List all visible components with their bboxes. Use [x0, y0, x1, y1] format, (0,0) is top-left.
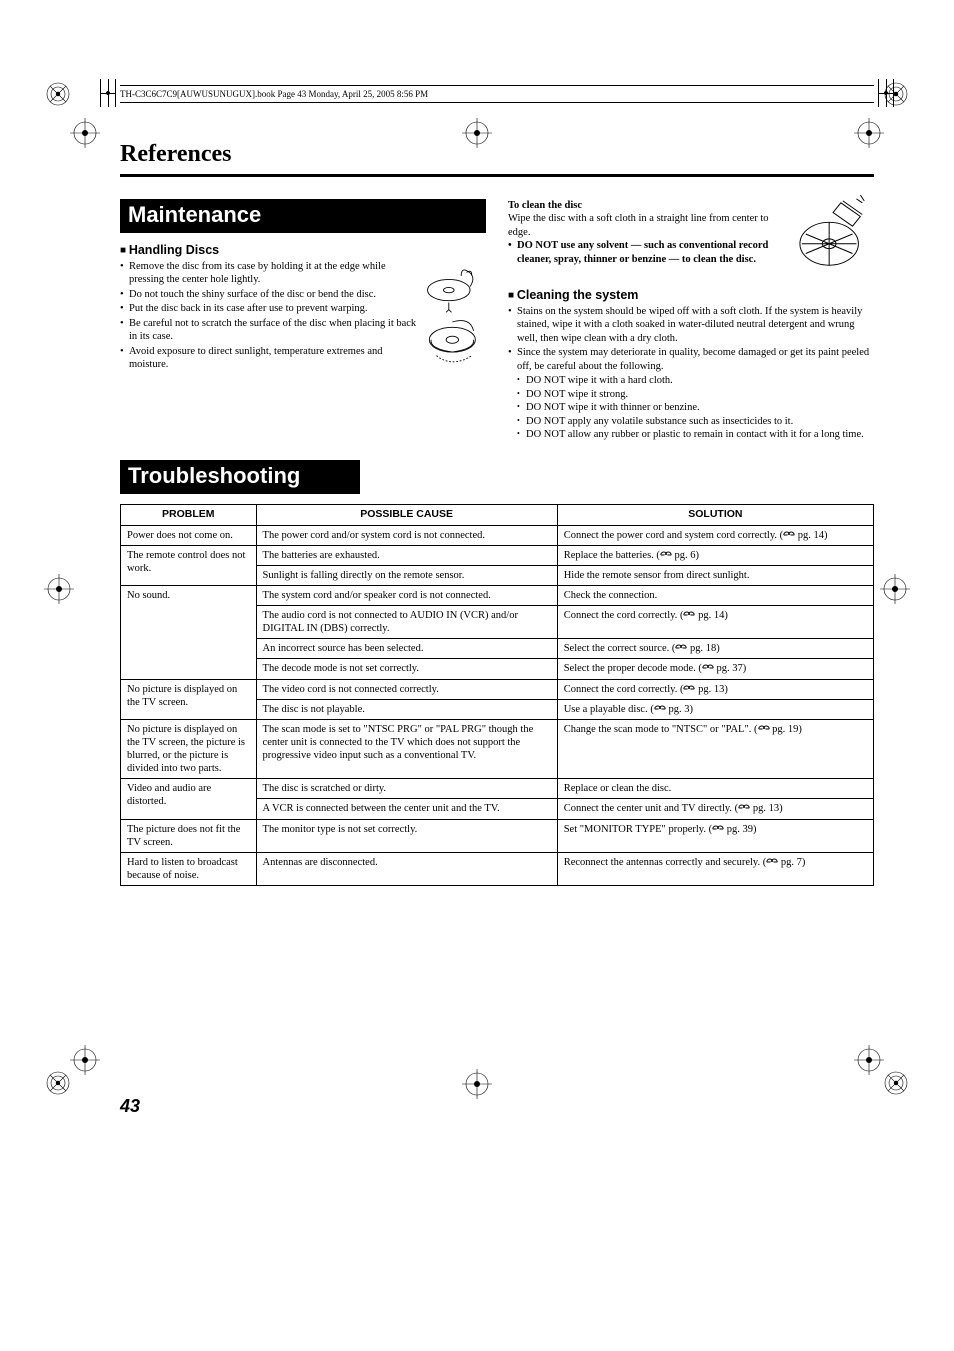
cause-cell: The batteries are exhausted.	[256, 545, 557, 565]
list-item: DO NOT apply any volatile substance such…	[517, 415, 874, 428]
table-row: No picture is displayed on the TV screen…	[121, 679, 874, 699]
list-item: Stains on the system should be wiped off…	[508, 305, 874, 345]
solution-cell: Change the scan mode to "NTSC" or "PAL".…	[557, 719, 873, 779]
col-problem-header: PROBLEM	[121, 505, 257, 525]
problem-cell: Video and audio are distorted.	[121, 779, 257, 819]
table-header-row: PROBLEM POSSIBLE CAUSE SOLUTION	[121, 505, 874, 525]
cause-cell: The scan mode is set to "NTSC PRG" or "P…	[256, 719, 557, 779]
solution-cell: Connect the center unit and TV directly.…	[557, 799, 873, 819]
list-item: Do not touch the shiny surface of the di…	[120, 288, 486, 301]
list-item: Avoid exposure to direct sunlight, tempe…	[120, 345, 486, 372]
table-row: The remote control does not work.The bat…	[121, 545, 874, 565]
solution-cell: Set "MONITOR TYPE" properly. ( pg. 39)	[557, 819, 873, 852]
problem-cell: The remote control does not work.	[121, 545, 257, 585]
problem-cell: Power does not come on.	[121, 525, 257, 545]
list-item: Put the disc back in its case after use …	[120, 302, 486, 315]
cleaning-system-list: Stains on the system should be wiped off…	[508, 305, 874, 441]
solution-cell: Use a playable disc. ( pg. 3)	[557, 699, 873, 719]
table-row: Hard to listen to broadcast because of n…	[121, 852, 874, 885]
cause-cell: The disc is not playable.	[256, 699, 557, 719]
list-item: DO NOT wipe it with a hard cloth.	[517, 374, 874, 387]
cause-cell: The disc is scratched or dirty.	[256, 779, 557, 799]
solution-cell: Connect the power cord and system cord c…	[557, 525, 873, 545]
list-item: DO NOT wipe it strong.	[517, 388, 874, 401]
solution-cell: Reconnect the antennas correctly and sec…	[557, 852, 873, 885]
problem-cell: No sound.	[121, 585, 257, 679]
cause-cell: Antennas are disconnected.	[256, 852, 557, 885]
left-column: Maintenance Handling Discs	[120, 199, 486, 442]
solution-cell: Connect the cord correctly. ( pg. 14)	[557, 606, 873, 639]
problem-cell: No picture is displayed on the TV screen…	[121, 719, 257, 779]
cause-cell: A VCR is connected between the center un…	[256, 799, 557, 819]
cause-cell: The decode mode is not set correctly.	[256, 659, 557, 679]
table-row: Power does not come on.The power cord an…	[121, 525, 874, 545]
list-item: Since the system may deteriorate in qual…	[508, 346, 874, 441]
solution-cell: Select the proper decode mode. ( pg. 37)	[557, 659, 873, 679]
table-row: Video and audio are distorted.The disc i…	[121, 779, 874, 799]
cause-cell: The audio cord is not connected to AUDIO…	[256, 606, 557, 639]
solution-cell: Hide the remote sensor from direct sunli…	[557, 565, 873, 585]
col-cause-header: POSSIBLE CAUSE	[256, 505, 557, 525]
cause-cell: The power cord and/or system cord is not…	[256, 525, 557, 545]
solution-cell: Replace the batteries. ( pg. 6)	[557, 545, 873, 565]
list-item: Be careful not to scratch the surface of…	[120, 317, 486, 344]
page-number: 43	[120, 1096, 874, 1117]
problem-cell: Hard to listen to broadcast because of n…	[121, 852, 257, 885]
cause-cell: An incorrect source has been selected.	[256, 639, 557, 659]
to-clean-disc-warn: DO NOT use any solvent — such as convent…	[508, 239, 874, 266]
list-item: DO NOT wipe it with thinner or benzine.	[517, 401, 874, 414]
troubleshooting-heading: Troubleshooting	[120, 460, 360, 494]
solution-cell: Replace or clean the disc.	[557, 779, 873, 799]
cause-cell: The video cord is not connected correctl…	[256, 679, 557, 699]
table-row: No sound.The system cord and/or speaker …	[121, 585, 874, 605]
solution-cell: Select the correct source. ( pg. 18)	[557, 639, 873, 659]
cleaning-system-subhead: Cleaning the system	[508, 288, 874, 302]
problem-cell: The picture does not fit the TV screen.	[121, 819, 257, 852]
solution-cell: Check the connection.	[557, 585, 873, 605]
references-title: References	[120, 141, 874, 177]
col-solution-header: SOLUTION	[557, 505, 873, 525]
cause-cell: Sunlight is falling directly on the remo…	[256, 565, 557, 585]
handling-discs-subhead: Handling Discs	[120, 243, 486, 257]
right-column: To clean the disc Wipe the disc with a s…	[508, 199, 874, 442]
cause-cell: The monitor type is not set correctly.	[256, 819, 557, 852]
troubleshooting-table: PROBLEM POSSIBLE CAUSE SOLUTION Power do…	[120, 504, 874, 886]
page-header-strip: TH-C3C6C7C9[AUWUSUNUGUX].book Page 43 Mo…	[120, 85, 874, 103]
table-row: The picture does not fit the TV screen.T…	[121, 819, 874, 852]
solution-cell: Connect the cord correctly. ( pg. 13)	[557, 679, 873, 699]
table-row: No picture is displayed on the TV screen…	[121, 719, 874, 779]
list-item: Remove the disc from its case by holding…	[120, 260, 486, 287]
cause-cell: The system cord and/or speaker cord is n…	[256, 585, 557, 605]
maintenance-heading: Maintenance	[120, 199, 486, 233]
solvent-warning: DO NOT use any solvent — such as convent…	[508, 239, 874, 266]
problem-cell: No picture is displayed on the TV screen…	[121, 679, 257, 719]
list-item: DO NOT allow any rubber or plastic to re…	[517, 428, 874, 441]
